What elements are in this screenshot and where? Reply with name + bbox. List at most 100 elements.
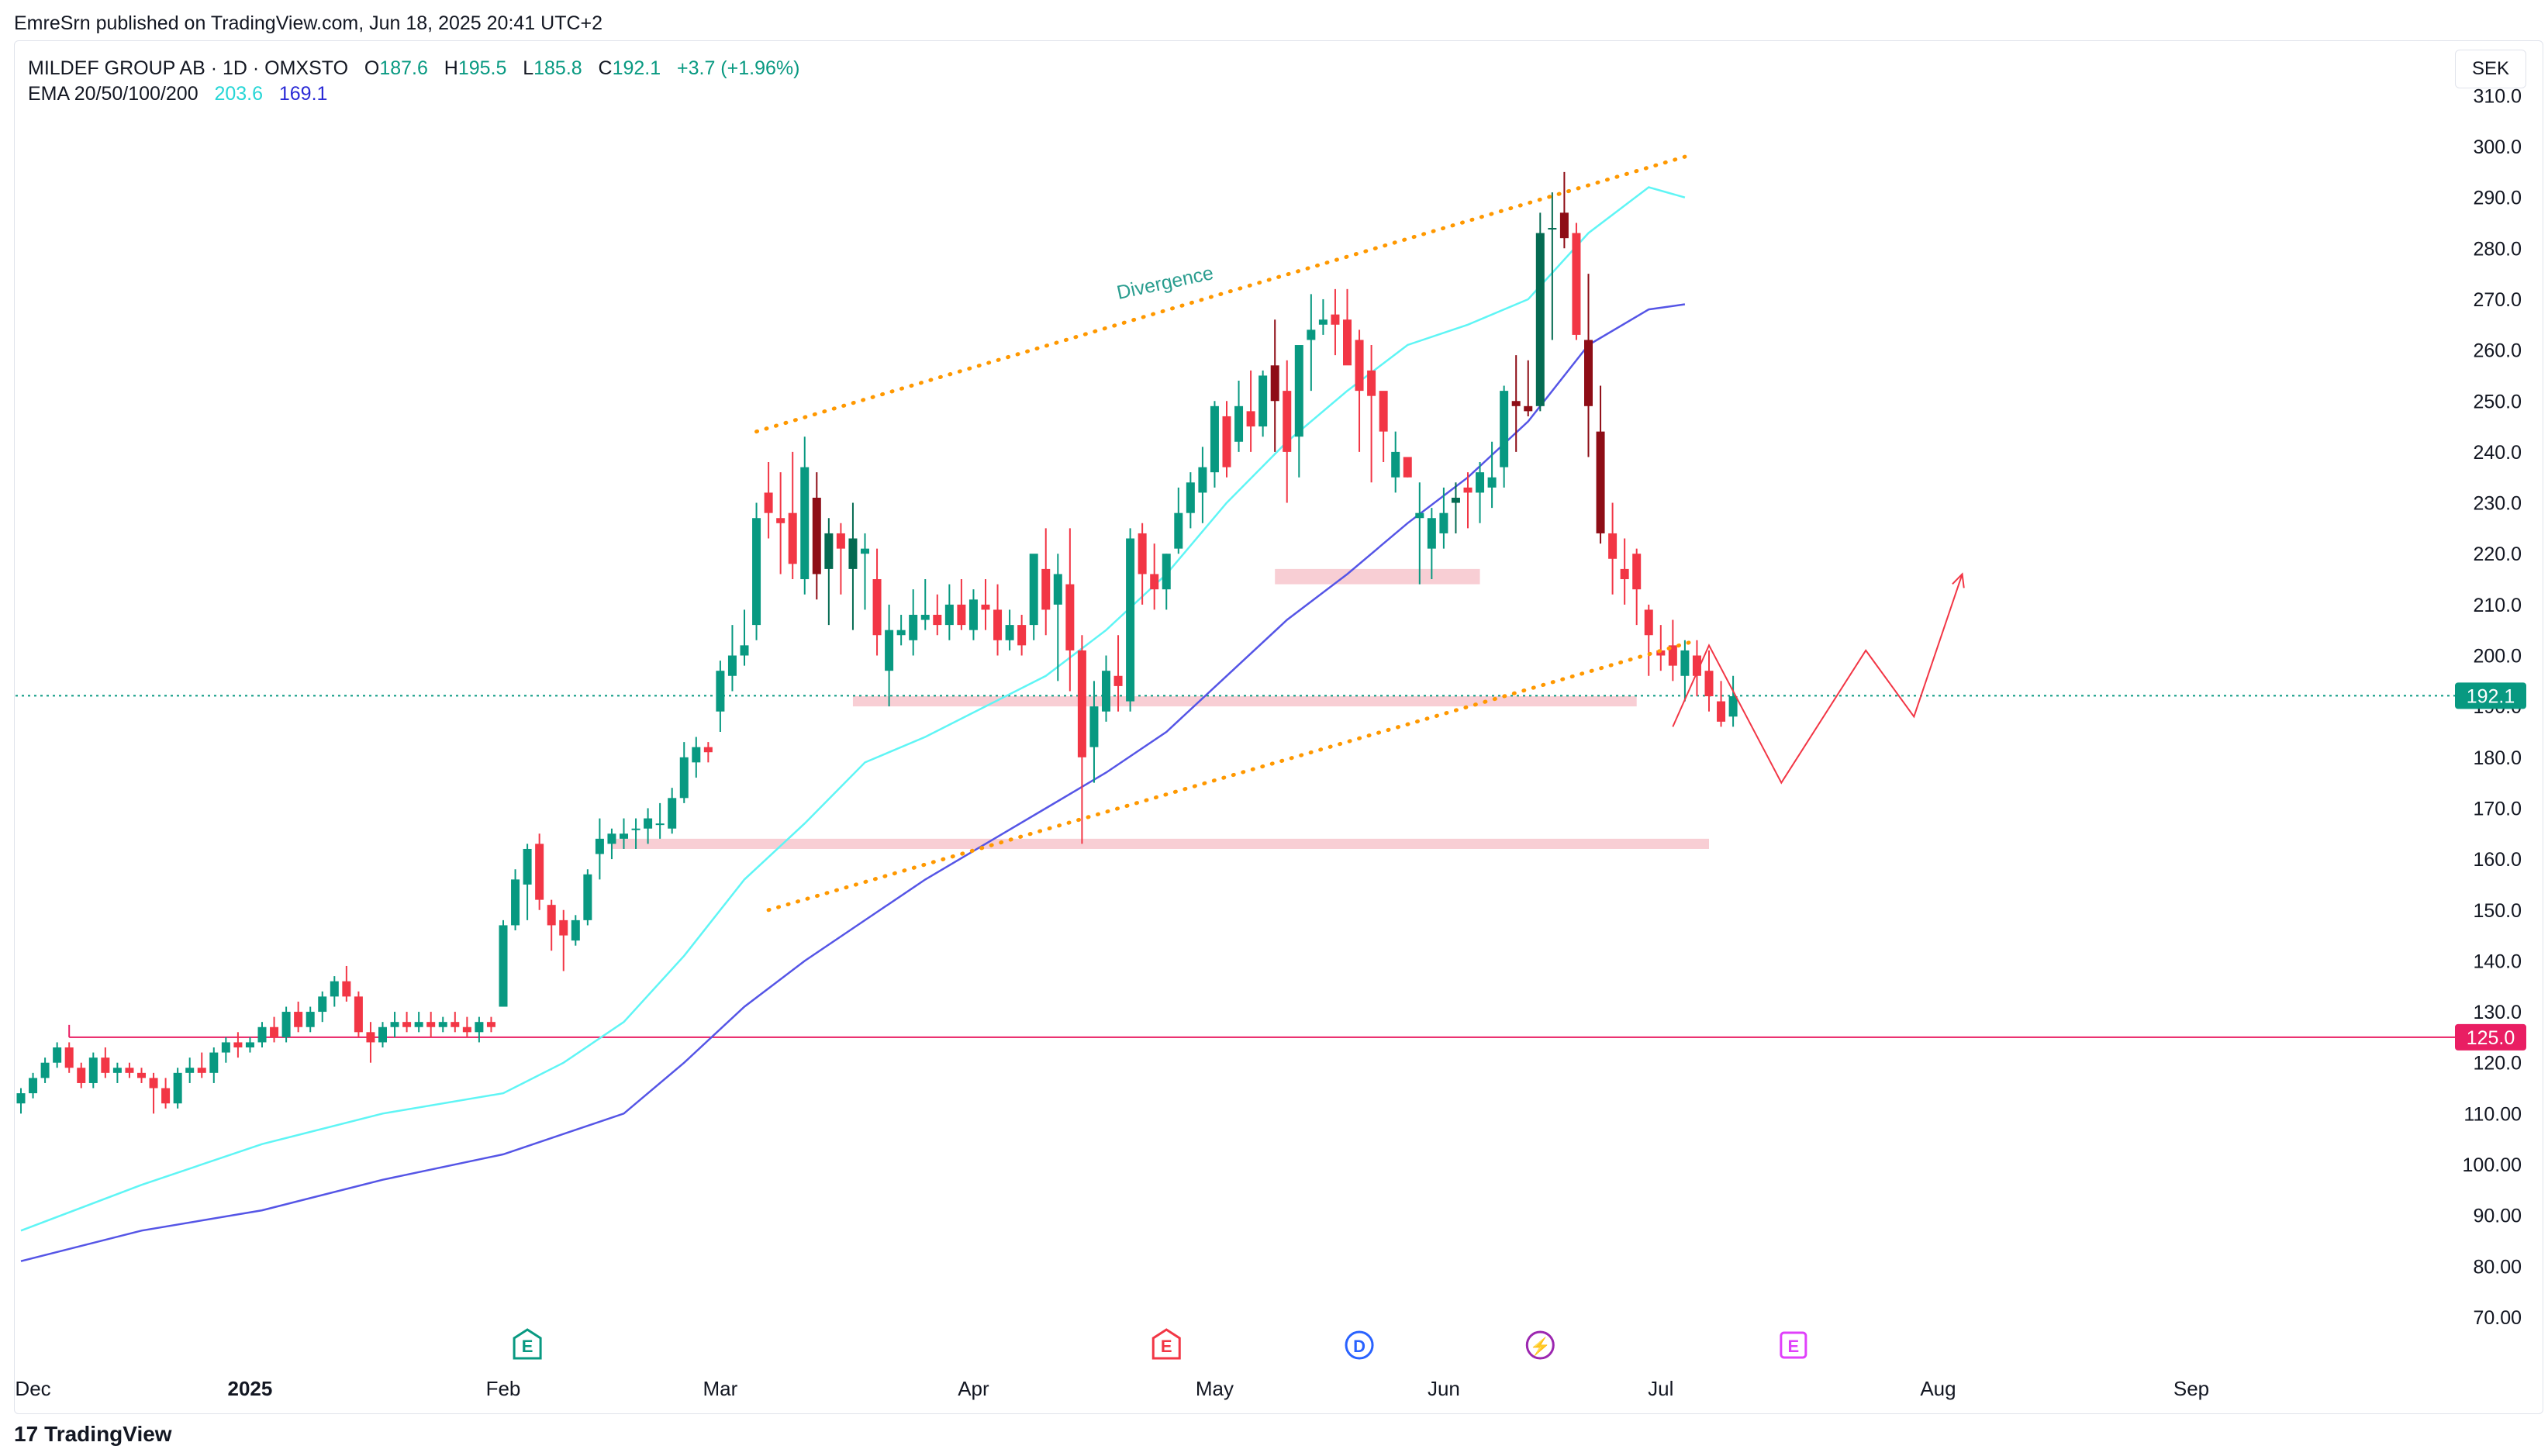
candle-body [1294, 345, 1303, 437]
y-tick-label: 100.00 [2463, 1154, 2522, 1176]
event-marker-letter: ⚡ [1530, 1337, 1551, 1357]
x-tick-label: 2025 [228, 1377, 273, 1400]
y-tick-label: 260.0 [2473, 340, 2522, 362]
candle-body [1113, 675, 1123, 686]
candle-body [631, 828, 640, 830]
candle-body [318, 996, 327, 1013]
candle-body [1524, 405, 1533, 412]
earnings-marker-icon[interactable] [513, 1328, 542, 1360]
candle-body [1343, 319, 1352, 366]
ema-line [20, 303, 1686, 1262]
candle-body [752, 518, 761, 626]
symbol-legend[interactable]: MILDEF GROUP AB · 1D · OMXSTO O187.6 H19… [28, 57, 799, 80]
low-value: 185.8 [533, 57, 582, 79]
ema-value-1: 203.6 [214, 83, 264, 105]
candle-body [1487, 477, 1497, 488]
chart-frame [14, 40, 2543, 1414]
candle-body [1355, 340, 1364, 392]
candle-body [1644, 609, 1653, 636]
candle-body [1186, 482, 1195, 513]
x-tick-label: Feb [486, 1377, 521, 1400]
candle-body [1463, 487, 1473, 493]
candle-body [1704, 671, 1714, 697]
candle-body [1548, 228, 1557, 230]
candle-body [1089, 706, 1099, 747]
candle-body [462, 1026, 471, 1033]
candle-body [438, 1022, 447, 1027]
event-marker-icon[interactable] [1525, 1330, 1555, 1360]
y-tick-label: 90.00 [2473, 1206, 2522, 1227]
candle-body [402, 1022, 412, 1027]
candle-body [354, 996, 363, 1033]
x-tick-label: Dec [15, 1377, 50, 1400]
y-tick-label: 220.0 [2473, 543, 2522, 565]
candle-body [1222, 416, 1231, 468]
event-marker-letter: D [1353, 1337, 1365, 1356]
candle-body [1210, 405, 1219, 473]
y-tick-label: 160.0 [2473, 849, 2522, 871]
candle-body [1367, 370, 1376, 396]
open-label: O [364, 57, 380, 79]
x-tick-label: Aug [1920, 1377, 1956, 1400]
ema-value-2: 169.1 [278, 83, 328, 105]
candle-body [1174, 512, 1183, 549]
candle-body [1717, 701, 1726, 722]
candle-body [1415, 512, 1424, 519]
candle-body [390, 1022, 399, 1027]
x-tick-label: Mar [703, 1377, 738, 1400]
x-tick-label: May [1196, 1377, 1234, 1400]
candle-body [1041, 568, 1051, 610]
tradingview-footer[interactable]: 17 TradingView [14, 1422, 172, 1447]
open-value: 187.6 [379, 57, 428, 79]
ema-line [20, 186, 1686, 1232]
candle-body [1403, 457, 1412, 478]
candle-body [1511, 401, 1521, 406]
currency-button[interactable]: SEK [2455, 50, 2526, 88]
candle-body [475, 1022, 484, 1033]
candle-body [776, 518, 785, 523]
candle-body [486, 1022, 495, 1027]
candle-body [571, 919, 580, 941]
candle-body [1198, 467, 1207, 493]
ema-label[interactable]: EMA 20/50/100/200 [28, 83, 199, 105]
change-value: +3.7 (+1.96%) [677, 57, 800, 79]
candle-body [1692, 655, 1701, 676]
candle-body [1318, 319, 1328, 325]
x-tick-label: Apr [958, 1377, 989, 1400]
projection-arrowhead [1952, 572, 1965, 588]
ema-legend[interactable]: EMA 20/50/100/200 203.6 169.1 [28, 83, 327, 105]
symbol-name[interactable]: MILDEF GROUP AB · 1D · OMXSTO [28, 57, 349, 79]
x-tick-label: Jul [1648, 1377, 1673, 1400]
candle-body [149, 1078, 158, 1089]
candle-body [1584, 340, 1593, 406]
candle-body [1017, 625, 1027, 646]
y-tick-label: 180.0 [2473, 747, 2522, 769]
trendline [754, 154, 1687, 434]
event-marker-icon[interactable] [1780, 1331, 1807, 1359]
candle-body [1559, 212, 1569, 239]
candle-body [1668, 645, 1677, 666]
event-marker-icon[interactable] [1345, 1330, 1374, 1360]
candle-body [896, 630, 906, 636]
y-tick-label: 210.0 [2473, 595, 2522, 616]
candle-body [306, 1012, 315, 1027]
candle-body [281, 1012, 291, 1037]
candle-body [40, 1062, 50, 1078]
close-value: 192.1 [612, 57, 661, 79]
x-tick-label: Jun [1428, 1377, 1460, 1400]
candle-body [101, 1057, 110, 1073]
candle-body [861, 548, 869, 554]
candle-body [499, 925, 508, 1007]
candle-body [1138, 533, 1147, 574]
candle-body [88, 1057, 98, 1083]
candle-body [668, 798, 677, 829]
candle-body [137, 1072, 146, 1078]
tradingview-logo-icon: 17 [14, 1422, 39, 1446]
y-tick-label: 110.00 [2463, 1103, 2522, 1125]
support-zone [852, 696, 1637, 707]
y-tick-label: 70.00 [2473, 1307, 2522, 1329]
earnings-marker-icon[interactable] [1151, 1328, 1181, 1360]
candle-body [270, 1026, 279, 1037]
candle-body [451, 1022, 460, 1027]
